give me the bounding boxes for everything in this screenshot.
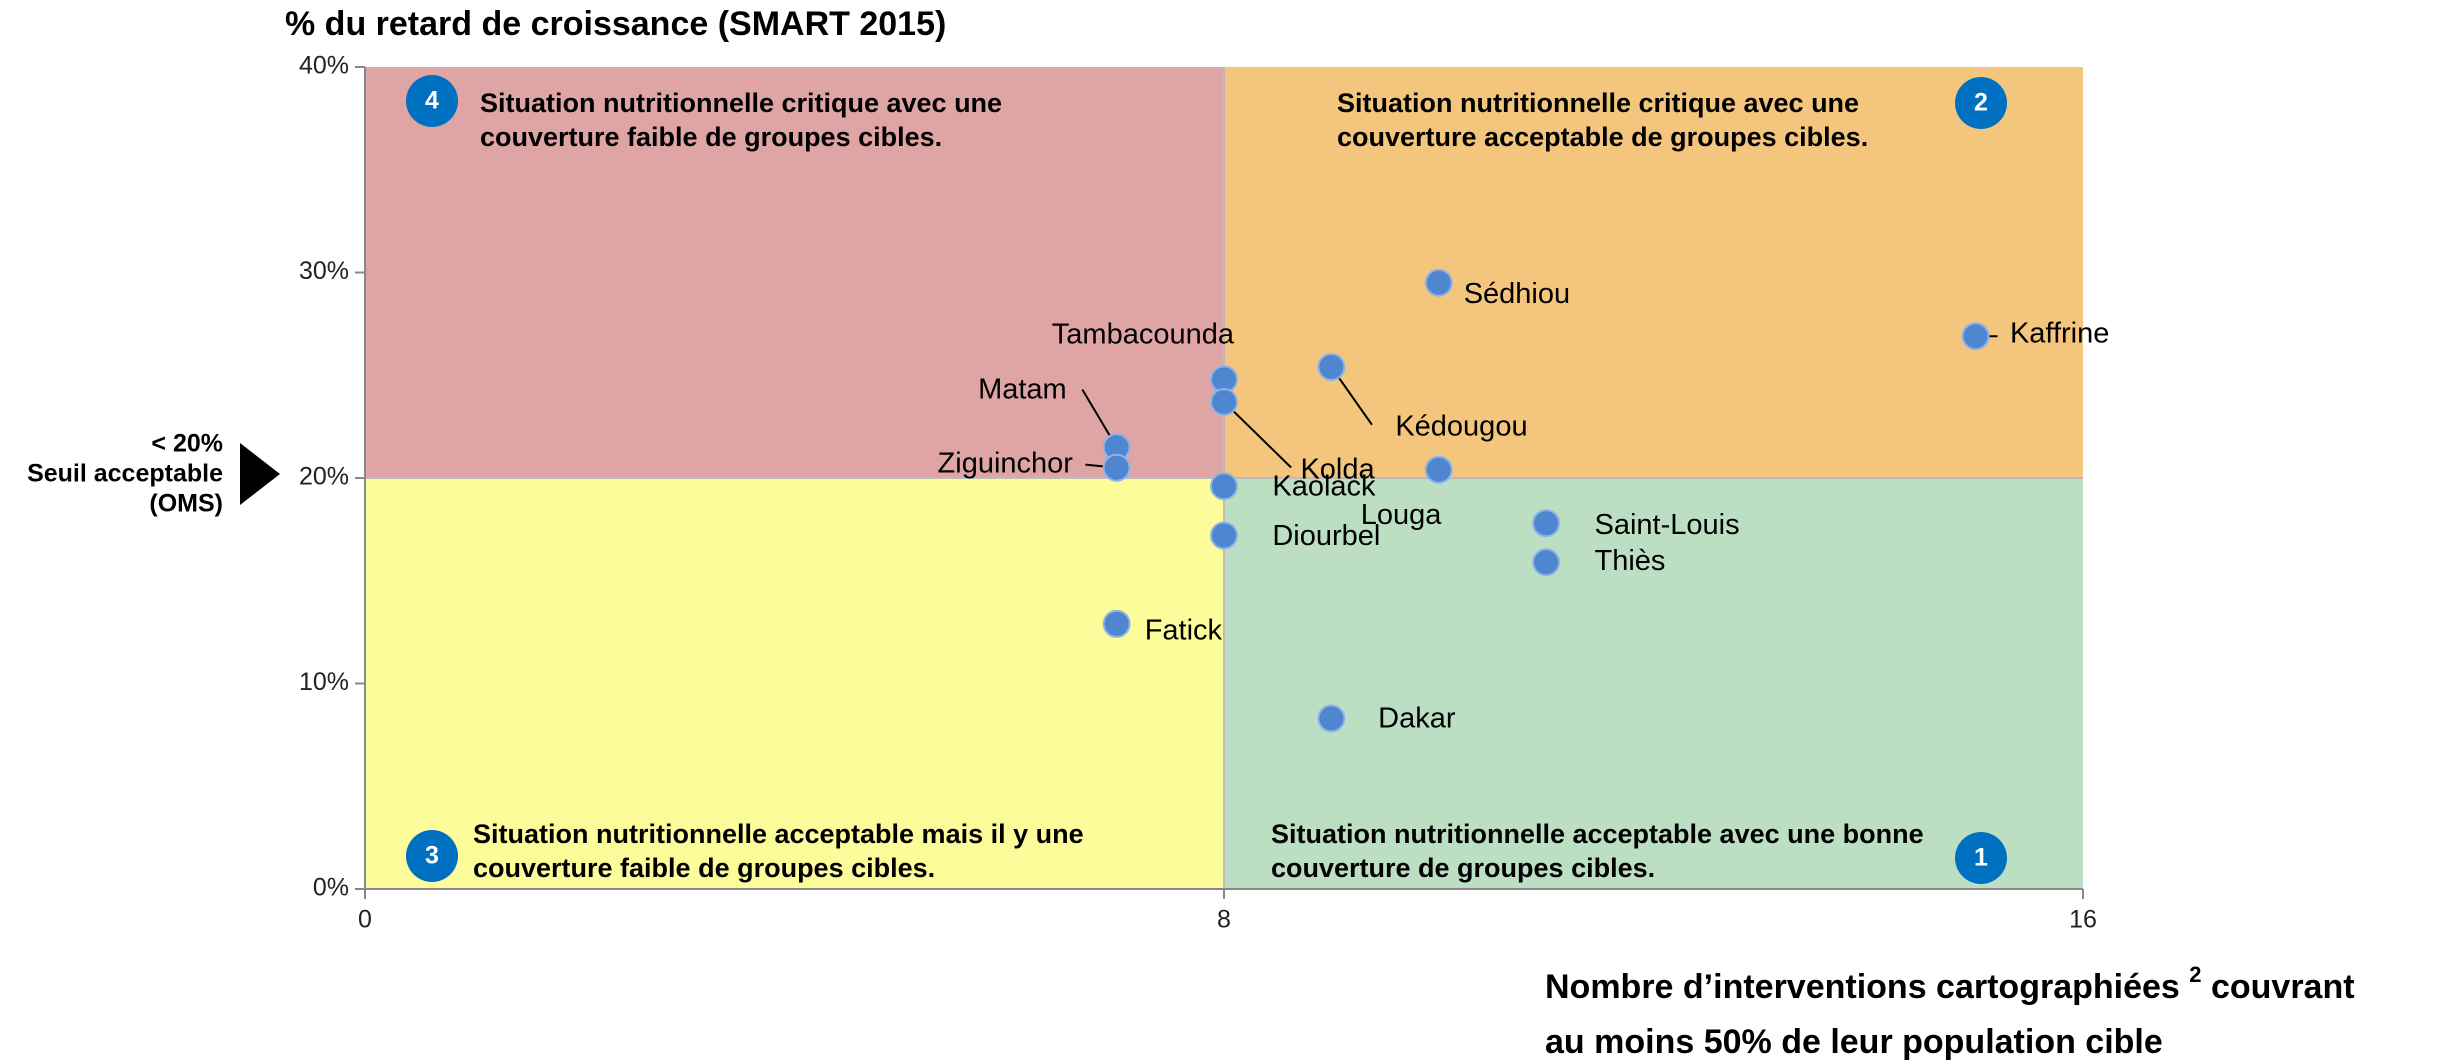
leader-line: [1223, 401, 1292, 469]
quadrant-badge: [406, 75, 458, 127]
y-tick-label: 30%: [299, 257, 349, 285]
y-tick-label: 10%: [299, 668, 349, 696]
threshold-label: < 20%: [151, 430, 223, 458]
point: [1961, 322, 1990, 351]
quadrant-badge: [1955, 77, 2007, 129]
point-label: Kolda: [1300, 453, 1375, 485]
point: [1424, 268, 1453, 297]
quadrant-text: couverture de groupes cibles.: [1271, 853, 1655, 883]
x-tick-label: 0: [358, 906, 372, 934]
point-label: Sédhiou: [1464, 278, 1570, 310]
quadrant: [365, 67, 1224, 478]
point: [1532, 548, 1561, 577]
quadrant: [1224, 478, 2083, 889]
point-label: Kaffrine: [2010, 317, 2109, 349]
y-tick-label: 20%: [299, 463, 349, 491]
point: [1317, 704, 1346, 733]
point-label: Louga: [1361, 499, 1443, 531]
threshold-arrow: [240, 443, 280, 505]
quadrant-text: couverture faible de groupes cibles.: [473, 853, 935, 883]
x-axis-title-part: couvrant: [2202, 968, 2355, 1006]
point: [1102, 609, 1131, 638]
x-axis-title-part: au moins 50% de leur population cible: [1545, 1023, 2163, 1061]
quadrant: [1224, 67, 2083, 478]
x-tick-label: 8: [1217, 906, 1231, 934]
quadrant: [365, 478, 1224, 889]
quadrant-text: Situation nutritionnelle acceptable mais…: [473, 819, 1084, 849]
threshold-label: (OMS): [149, 490, 223, 518]
point-label: Tambacounda: [1052, 318, 1235, 350]
x-axis-title-part: 2: [2189, 962, 2201, 987]
point-label: Saint-Louis: [1594, 509, 1739, 541]
point: [1317, 353, 1346, 382]
point-label: Kédougou: [1395, 411, 1527, 443]
quadrant-text: Situation nutritionnelle critique avec u…: [480, 88, 1002, 118]
quadrant-text: Situation nutritionnelle critique avec u…: [1337, 88, 1859, 118]
point: [1210, 521, 1238, 550]
quadrant-number: 1: [1974, 844, 1988, 872]
quadrant-badge: [406, 830, 458, 882]
x-tick-label: 16: [2069, 906, 2097, 934]
point: [1424, 455, 1453, 484]
chart-title: % du retard de croissance (SMART 2015): [285, 5, 946, 43]
y-tick-label: 40%: [299, 52, 349, 80]
point: [1102, 453, 1131, 482]
quadrant-text: Situation nutritionnelle acceptable avec…: [1271, 819, 1924, 849]
quadrant-number: 3: [425, 842, 439, 870]
x-axis-title: au moins 50% de leur population cible: [1545, 1023, 2163, 1061]
point-label: Kaolack: [1272, 470, 1376, 502]
quadrant-text: couverture faible de groupes cibles.: [480, 122, 942, 152]
point-label: Ziguinchor: [938, 447, 1074, 479]
point: [1532, 509, 1561, 538]
point-label: Matam: [978, 374, 1067, 406]
point-label: Fatick: [1145, 614, 1223, 646]
threshold-label: Seuil acceptable: [27, 460, 223, 488]
quadrant-badge: [1955, 832, 2007, 884]
point-label: Thiès: [1594, 545, 1665, 577]
point: [1210, 472, 1238, 501]
quadrant-text: couverture acceptable de groupes cibles.: [1337, 122, 1868, 152]
point-label: Diourbel: [1272, 520, 1380, 552]
y-tick-label: 0%: [313, 874, 349, 902]
point: [1210, 387, 1238, 416]
x-axis-title: Nombre d’interventions cartographiées 2 …: [1545, 962, 2355, 1006]
x-axis-title-part: Nombre d’interventions cartographiées: [1545, 968, 2189, 1006]
quadrant-number: 4: [425, 87, 439, 115]
quadrant-number: 2: [1974, 89, 1988, 117]
point-label: Dakar: [1378, 703, 1456, 735]
